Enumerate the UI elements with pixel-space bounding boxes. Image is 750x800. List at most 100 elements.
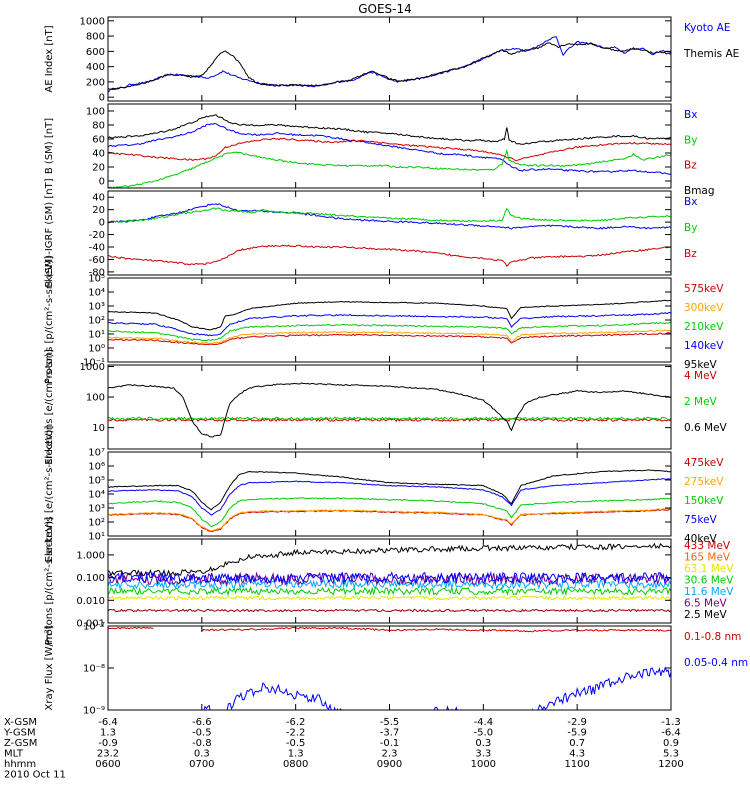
panel-frame bbox=[107, 190, 672, 276]
y-tick-label: -40 bbox=[89, 243, 105, 254]
y-tick-label: 10⁴ bbox=[88, 490, 105, 501]
y-axis-label: Electrons [e/(cm²-s-sr)] bbox=[44, 349, 55, 465]
ephemeris-value: -1.3 bbox=[661, 717, 681, 728]
series-group bbox=[108, 299, 671, 346]
ephemeris-row-label: X-GSM bbox=[4, 717, 37, 728]
legend-item: By bbox=[684, 222, 697, 234]
legend-item: 6.5 MeV bbox=[684, 598, 728, 610]
y-tick-label: 10¹ bbox=[88, 532, 105, 543]
series-line-0-05-0-4-nm bbox=[203, 666, 671, 710]
y-tick-label: 10² bbox=[88, 518, 105, 529]
series-line-165-mev bbox=[108, 608, 671, 613]
series-line-275kev bbox=[108, 508, 671, 532]
y-tick-label: 10³ bbox=[88, 504, 105, 515]
legend-item: 2.5 MeV bbox=[684, 609, 728, 621]
y-tick-label: 10⁻¹ bbox=[83, 358, 105, 369]
ephemeris-value: 3.3 bbox=[475, 749, 491, 760]
ephemeris-value: -0.8 bbox=[192, 738, 212, 749]
y-tick-label: 40 bbox=[92, 193, 105, 204]
panel-frame bbox=[107, 277, 672, 363]
y-tick-label: 10⁴ bbox=[88, 288, 105, 299]
ephemeris-value: -0.5 bbox=[192, 728, 212, 739]
ephemeris-value: 0700 bbox=[189, 759, 214, 770]
ephemeris-value: -6.4 bbox=[98, 717, 118, 728]
ephemeris-value: 0800 bbox=[283, 759, 308, 770]
ephemeris-value: -0.1 bbox=[380, 738, 400, 749]
panel-1: 0 200 400 600 800 1000 AE Index [nT] Kyoto AE Th… bbox=[44, 16, 739, 103]
series-line-433-mev bbox=[108, 542, 671, 577]
series-line-210kev bbox=[108, 321, 671, 342]
y-tick-label: 20 bbox=[92, 205, 105, 216]
legend-item: 0.05-0.4 nm bbox=[684, 657, 748, 669]
y-tick-label: 10 bbox=[92, 423, 105, 434]
y-axis-label: Protons [p/(cm²-s-sr-keV)] bbox=[44, 256, 55, 384]
y-tick-label: 60 bbox=[92, 135, 105, 146]
panel-8: 10⁻⁹ 10⁻⁸ 10⁻⁷ Xray Flux [W/m²] 0.1-0.8 nm 0.… bbox=[44, 622, 748, 717]
series-line-575kev bbox=[108, 332, 671, 346]
y-tick-label: 10¹ bbox=[88, 330, 105, 341]
y-tick-label: 80 bbox=[92, 121, 105, 132]
y-tick-label: 10⁻⁷ bbox=[83, 622, 105, 633]
y-tick-label: 0.001 bbox=[76, 619, 105, 630]
series-line-by bbox=[108, 148, 671, 188]
ephemeris-value: -3.7 bbox=[380, 728, 400, 739]
legend-item: 433 MeV bbox=[684, 540, 731, 552]
series-line-150kev bbox=[108, 497, 671, 528]
ephemeris-value: -2.2 bbox=[286, 728, 306, 739]
ephemeris-value: -6.6 bbox=[192, 717, 212, 728]
series-group bbox=[108, 36, 671, 93]
series-line-63-1-mev bbox=[108, 595, 671, 601]
y-tick-label: 10⁶ bbox=[88, 462, 105, 473]
legend-item: 275keV bbox=[684, 476, 724, 488]
ephemeris-value: 1100 bbox=[564, 759, 589, 770]
y-axis-label: B (SM)-IGRF (SM) [nT] bbox=[44, 178, 55, 287]
y-tick-label: 0 bbox=[99, 177, 105, 188]
panel-4: 10⁻¹ 10⁰ 10¹ 10² 10³ 10⁴ 10⁵ Protons [p/(cm²-s-… bbox=[44, 256, 724, 384]
ephemeris-value: 1.3 bbox=[100, 728, 116, 739]
legend-item: 4 MeV bbox=[684, 370, 718, 382]
panel-frame bbox=[107, 16, 672, 102]
y-axis-label: Xray Flux [W/m²] bbox=[44, 625, 55, 710]
y-tick-label: 1000 bbox=[80, 16, 105, 27]
series-line-4-mev bbox=[108, 417, 671, 423]
ephemeris-value: 1.3 bbox=[288, 749, 304, 760]
chart-title: GOES-14 bbox=[358, 2, 412, 16]
panel-frame bbox=[107, 364, 672, 450]
ephemeris-value: -5.9 bbox=[567, 728, 587, 739]
series-line-bmag bbox=[108, 114, 671, 145]
legend-item: Bz bbox=[684, 160, 697, 172]
legend-item: 95keV bbox=[684, 359, 718, 371]
panel-frame bbox=[107, 451, 672, 537]
panel-6: 10¹ 10² 10³ 10⁴ 10⁵ 10⁶ 10⁷ Electrons [e/(cm²-s… bbox=[44, 425, 724, 562]
legend-item: 140keV bbox=[684, 340, 724, 352]
series-group bbox=[108, 542, 671, 613]
series-line-11-6-mev bbox=[108, 578, 671, 591]
y-axis-label: AE Index [nT] bbox=[44, 25, 55, 92]
series-line-themis-ae bbox=[108, 42, 671, 90]
ephemeris-value: 4.3 bbox=[569, 749, 585, 760]
series-line-40kev bbox=[108, 469, 671, 511]
y-tick-label: 1.000 bbox=[76, 550, 105, 561]
series-group bbox=[108, 114, 671, 188]
y-axis-label: Electrons [e/(cm²-s-sr-keV)] bbox=[44, 425, 55, 562]
y-tick-label: 0.010 bbox=[76, 596, 105, 607]
y-tick-label: 10⁵ bbox=[88, 274, 105, 285]
legend-item: 30.6 MeV bbox=[684, 575, 734, 587]
legend-item: By bbox=[684, 134, 697, 146]
panel-frame bbox=[107, 625, 672, 711]
series-line-6-5-mev bbox=[108, 571, 671, 586]
ephemeris-row-label: Y-GSM bbox=[3, 728, 36, 739]
series-line-bz bbox=[108, 244, 671, 268]
ephemeris-value: 1200 bbox=[658, 759, 683, 770]
ephemeris-value: -4.4 bbox=[474, 717, 494, 728]
legend-item: 40keV bbox=[684, 533, 718, 545]
legend-item: Bx bbox=[684, 109, 697, 121]
series-group bbox=[108, 626, 671, 710]
y-tick-label: 200 bbox=[86, 77, 105, 88]
ephemeris-value: 23.2 bbox=[97, 749, 119, 760]
ephemeris-value: -0.5 bbox=[286, 738, 306, 749]
series-line-bx bbox=[108, 203, 671, 230]
series-line-300kev bbox=[108, 329, 671, 345]
panel-7: 0.001 0.010 0.100 1.000 Protons [p/(cm²-s-sr… bbox=[44, 517, 734, 645]
